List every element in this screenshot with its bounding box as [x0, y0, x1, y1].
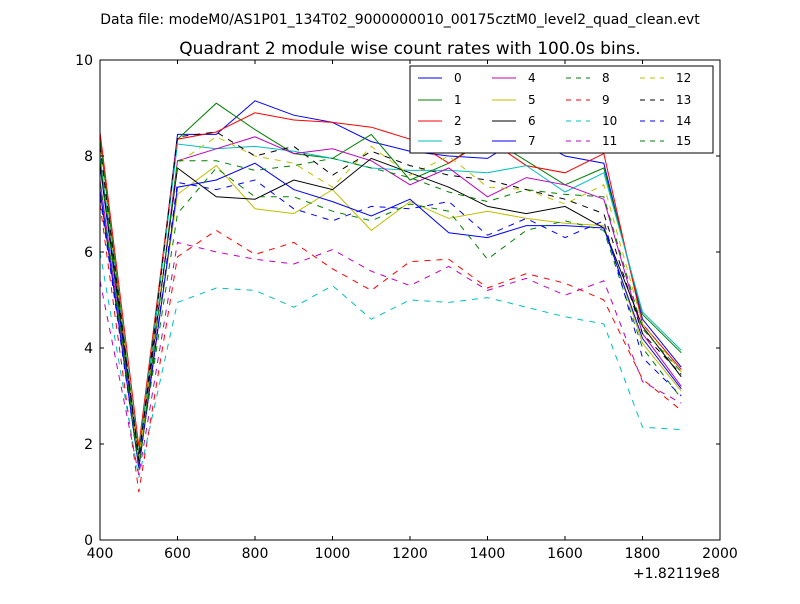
- x-axis-offset-label: +1.82119e8: [633, 566, 720, 582]
- x-tick-label: 1000: [315, 546, 351, 562]
- legend-label-8: 8: [602, 71, 610, 85]
- legend-label-4: 4: [528, 71, 536, 85]
- x-tick-label: 400: [87, 546, 114, 562]
- x-tick-label: 800: [242, 546, 269, 562]
- series-line-10: [100, 251, 682, 478]
- x-tick-label: 1800: [625, 546, 661, 562]
- x-tick-label: 2000: [702, 546, 738, 562]
- y-tick-label: 0: [84, 533, 93, 549]
- legend-label-13: 13: [676, 93, 691, 107]
- chart-title: Quadrant 2 module wise count rates with …: [179, 39, 640, 59]
- chart-suptitle: Data file: modeM0/AS1P01_134T02_90000000…: [100, 12, 700, 28]
- x-tick-label: 1200: [392, 546, 428, 562]
- series-line-1: [100, 102, 682, 459]
- y-tick-label: 10: [75, 53, 93, 69]
- x-tick-label: 600: [164, 546, 191, 562]
- legend-label-0: 0: [454, 71, 462, 85]
- legend-label-3: 3: [454, 134, 462, 148]
- y-tick-label: 8: [84, 149, 93, 165]
- y-tick-label: 6: [84, 245, 93, 261]
- legend-label-12: 12: [676, 71, 691, 85]
- x-tick-label: 1600: [547, 546, 583, 562]
- series-line-7: [100, 162, 682, 469]
- legend-label-7: 7: [528, 134, 536, 148]
- series-line-15: [100, 157, 682, 471]
- series-line-13: [100, 131, 682, 461]
- series-line-5: [100, 164, 682, 461]
- series-line-3: [100, 143, 682, 454]
- legend-label-14: 14: [676, 114, 691, 128]
- series-line-2: [100, 112, 682, 447]
- legend-label-15: 15: [676, 134, 691, 148]
- series-line-12: [100, 136, 682, 459]
- series-line-14: [100, 179, 682, 469]
- y-tick-label: 2: [84, 437, 93, 453]
- series-line-8: [100, 167, 682, 464]
- series-layer: [100, 100, 682, 493]
- series-line-6: [100, 157, 682, 457]
- legend-label-5: 5: [528, 93, 536, 107]
- legend-label-1: 1: [454, 93, 462, 107]
- y-tick-label: 4: [84, 341, 93, 357]
- series-line-9: [100, 203, 682, 493]
- legend-label-9: 9: [602, 93, 610, 107]
- legend-label-11: 11: [602, 134, 617, 148]
- legend-box: [409, 65, 714, 154]
- legend-label-10: 10: [602, 114, 617, 128]
- legend-label-2: 2: [454, 114, 462, 128]
- x-tick-label: 1400: [470, 546, 506, 562]
- legend-label-6: 6: [528, 114, 536, 128]
